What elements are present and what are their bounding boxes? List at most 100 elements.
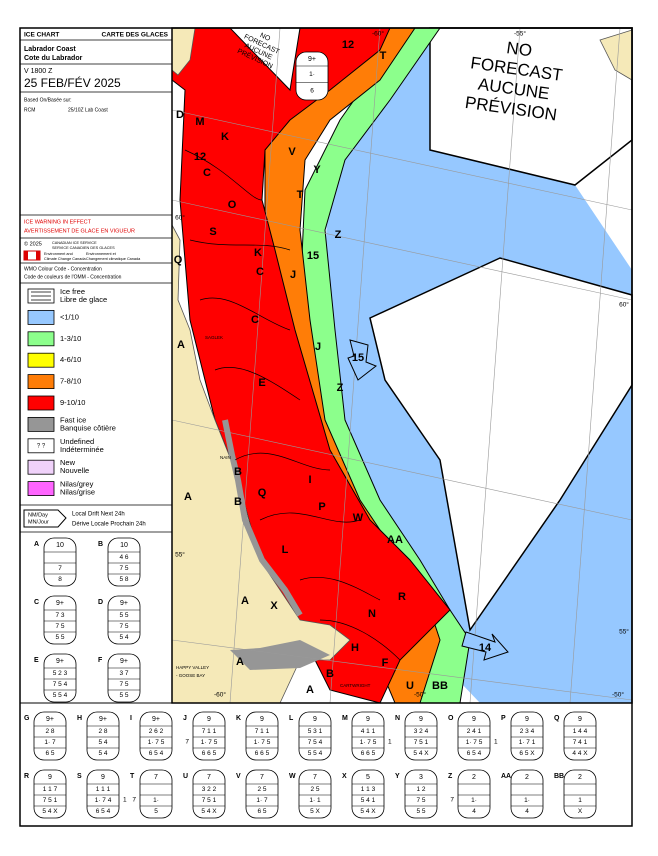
- egg-id: J: [183, 715, 187, 722]
- egg-row: 1 4 4: [573, 728, 588, 735]
- egg-row: 5 4: [98, 750, 107, 757]
- region-label: I: [308, 474, 311, 486]
- egg-row: 7 5: [416, 797, 425, 804]
- egg-row: 5: [154, 808, 158, 815]
- legend-swatch: [27, 309, 55, 325]
- legend-label: Nouvelle: [60, 466, 89, 475]
- egg-row: 5 3 1: [308, 728, 323, 735]
- place-name: HAPPY VALLEY: [176, 665, 209, 670]
- region: Cote du Labrador: [24, 55, 83, 62]
- egg-id: BB: [554, 773, 564, 780]
- region-label: 15: [352, 352, 364, 364]
- region-label: B: [234, 466, 242, 478]
- warning: ICE WARNING IN EFFECT: [24, 219, 92, 225]
- egg-row: 4: [472, 808, 476, 815]
- coordinate-label: 55°: [175, 551, 185, 559]
- region-label: 12: [342, 39, 354, 51]
- egg-total: 9+: [99, 716, 107, 723]
- egg-row: 7 5: [119, 623, 128, 630]
- egg-id: G: [24, 715, 30, 722]
- egg-row: 1· 7: [44, 739, 56, 746]
- egg-row: 1·: [309, 71, 315, 78]
- land: [171, 224, 351, 704]
- legend-swatch: [27, 481, 55, 497]
- region-label: C: [203, 167, 211, 179]
- legend-swatch: [27, 416, 55, 432]
- egg-row: 7 4 1: [573, 739, 588, 746]
- legend-label: Undefined: [60, 437, 94, 446]
- egg-row: X: [578, 808, 583, 815]
- place-name: SAGLEK: [205, 335, 223, 340]
- egg-row: 7 1 1: [202, 728, 217, 735]
- egg-row: 1· 7 5: [148, 739, 165, 746]
- legend-label: 7-8/10: [60, 377, 81, 386]
- egg-row: 3 2 2: [202, 786, 217, 793]
- egg-row: 4: [525, 808, 529, 815]
- egg-row: 7 5 1: [202, 797, 217, 804]
- drift-unit: NM/Day: [28, 512, 48, 518]
- region-label: Q: [258, 487, 267, 499]
- egg-total: 9+: [46, 716, 54, 723]
- egg-row: 1· 7 1: [519, 739, 536, 746]
- coordinate-label: 60°: [175, 214, 185, 222]
- egg-id: M: [342, 715, 348, 722]
- legend-label: 9-10/10: [60, 398, 85, 407]
- egg-row: 5 5 4: [308, 750, 323, 757]
- egg-row: 1 1 7: [43, 786, 58, 793]
- region-label: C: [251, 314, 259, 326]
- drift-label: Local Drift Next 24h: [72, 512, 125, 518]
- region-label: R: [398, 591, 406, 603]
- egg-row: 4 1 1: [361, 728, 376, 735]
- egg-row: 7 5: [119, 565, 128, 572]
- legend-label: Libre de glace: [60, 295, 107, 304]
- egg-row: 5 4 1: [361, 797, 376, 804]
- drift-arrow: [461, 631, 509, 661]
- date: 25 FEB/FÉV 2025: [24, 75, 121, 90]
- egg-id: L: [289, 715, 294, 722]
- egg-id: D: [98, 599, 103, 606]
- drift-unit: MN/Jour: [28, 519, 49, 525]
- egg-total: 9+: [120, 658, 128, 665]
- coordinate-label: -60°: [372, 30, 384, 38]
- egg-id: P: [501, 715, 506, 722]
- copyright: © 2025: [24, 240, 42, 247]
- legend-swatch: [27, 331, 55, 347]
- egg-total: 9: [419, 716, 423, 723]
- region-label: C: [256, 266, 264, 278]
- egg-row: 5 5 4: [53, 692, 68, 699]
- legend-mark: ? ?: [37, 443, 46, 449]
- coordinate-label: -50°: [612, 691, 624, 699]
- egg-total: 9+: [308, 56, 316, 63]
- legend-label: Banquise côtière: [60, 423, 116, 432]
- legend-title: Code de couleurs de l'OMM - Concentratio…: [24, 274, 122, 280]
- valid-time: V 1800 Z: [24, 68, 53, 75]
- egg-total: 7: [313, 774, 317, 781]
- region-label: P: [318, 501, 325, 513]
- dept: Environment and: [44, 252, 73, 256]
- coordinate-label: -55°: [514, 30, 526, 38]
- legend-label: New: [60, 458, 76, 467]
- egg-id: X: [342, 773, 347, 780]
- legend-label: Indéterminée: [60, 445, 104, 454]
- egg-id: S: [77, 773, 82, 780]
- egg-row: 6: [310, 87, 314, 94]
- source: RCM: [24, 107, 35, 113]
- region-label: Q: [174, 254, 183, 266]
- egg-row: 6 5 4: [96, 808, 111, 815]
- egg-row: 5 4: [98, 739, 107, 746]
- coordinate-label: 60°: [619, 301, 629, 309]
- egg-side: 1: [388, 739, 392, 746]
- egg-id: I: [130, 715, 132, 722]
- coordinate-label: 55°: [619, 628, 629, 636]
- egg-row: 1 1 1: [96, 786, 111, 793]
- egg-row: 5 4 X: [201, 808, 217, 815]
- egg-row: 1: [578, 797, 582, 804]
- flag: [24, 251, 28, 260]
- egg-row: 1·: [471, 797, 477, 804]
- egg-id: E: [34, 657, 39, 664]
- legend-label: Fast ice: [60, 415, 86, 424]
- legend-panel: ICE CHART CARTE DES GLACES Labrador Coas…: [19, 27, 633, 827]
- egg-row: 1· 1: [309, 797, 321, 804]
- egg-id: V: [236, 773, 241, 780]
- open-water-zone: [369, 257, 633, 632]
